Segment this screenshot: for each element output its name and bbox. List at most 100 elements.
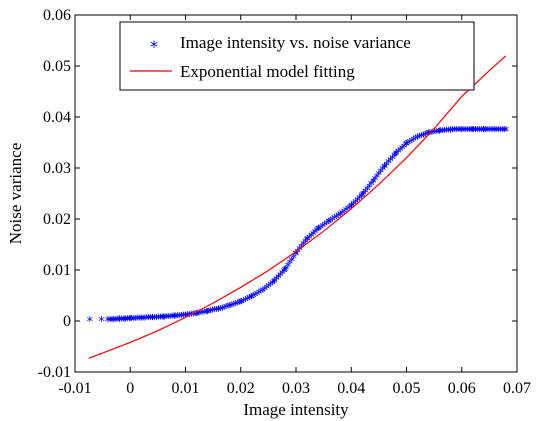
scatter-point: * <box>115 315 122 330</box>
scatter-point: * <box>248 292 255 307</box>
x-tick-label: 0.02 <box>227 380 255 397</box>
scatter-point: * <box>325 217 332 232</box>
scatter-point: * <box>314 225 321 240</box>
scatter-point: * <box>161 312 168 327</box>
scatter-point: * <box>246 293 253 308</box>
scatter-point: * <box>474 125 481 140</box>
scatter-point: * <box>434 127 441 142</box>
scatter-point: * <box>494 125 501 140</box>
scatter-point: * <box>175 311 182 326</box>
scatter-point: * <box>110 315 117 330</box>
scatter-point: * <box>242 295 249 310</box>
scatter-point: * <box>165 312 172 327</box>
scatter-point: * <box>217 304 224 319</box>
scatter-point: * <box>326 217 333 232</box>
scatter-point: * <box>136 314 143 329</box>
scatter-point: * <box>393 148 400 163</box>
scatter-point: * <box>159 313 166 328</box>
x-axis-label: Image intensity <box>243 400 349 419</box>
scatter-point: * <box>418 131 425 146</box>
scatter-point: * <box>436 126 443 141</box>
scatter-point: * <box>124 314 131 329</box>
scatter-point: * <box>204 307 211 322</box>
scatter-point: * <box>225 302 232 317</box>
x-tick-label: 0.07 <box>503 380 531 397</box>
scatter-point: * <box>403 139 410 154</box>
scatter-point: * <box>308 231 315 246</box>
scatter-point: * <box>449 125 456 140</box>
scatter-point: * <box>374 172 381 187</box>
x-tick-label: 0.05 <box>393 380 421 397</box>
scatter-point: * <box>304 234 311 249</box>
x-tick-label: 0.03 <box>282 380 310 397</box>
scatter-point: * <box>383 159 390 174</box>
scatter-point: * <box>109 315 116 330</box>
scatter-point: * <box>213 305 220 320</box>
scatter-point: * <box>401 141 408 156</box>
scatter-point: * <box>441 126 448 141</box>
x-tick-label: -0.01 <box>58 380 91 397</box>
scatter-point: * <box>359 190 366 205</box>
scatter-point: * <box>238 297 245 312</box>
scatter-point: * <box>416 132 423 147</box>
scatter-point: * <box>144 313 151 328</box>
scatter-point: * <box>231 300 238 315</box>
scatter-point: * <box>132 314 139 329</box>
scatter-point: * <box>414 132 421 147</box>
x-axis-ticks: -0.01 0 0.01 0.02 0.03 0.04 0.05 0.06 0.07 <box>58 15 531 397</box>
y-tick-label: 0.06 <box>43 7 71 24</box>
scatter-point: * <box>176 311 183 326</box>
scatter-point: * <box>395 147 402 162</box>
scatter-point: * <box>193 309 200 324</box>
scatter-point: * <box>281 266 288 281</box>
scatter-point: * <box>188 310 195 325</box>
scatter-point: * <box>318 222 325 237</box>
scatter-point: * <box>227 301 234 316</box>
scatter-point: * <box>105 315 112 330</box>
scatter-point: * <box>426 128 433 143</box>
scatter-point: * <box>503 125 510 140</box>
scatter-point: * <box>381 162 388 177</box>
scatter-point: * <box>160 312 167 327</box>
scatter-point: * <box>376 169 383 184</box>
y-tick-label: 0.02 <box>43 211 71 228</box>
y-tick-label: -0.01 <box>38 364 71 381</box>
legend-box <box>119 21 475 91</box>
scatter-point: * <box>149 313 156 328</box>
scatter-point: * <box>87 315 94 330</box>
scatter-point: * <box>451 125 458 140</box>
scatter-point: * <box>405 138 412 153</box>
scatter-point: * <box>497 125 504 140</box>
scatter-point: * <box>428 128 435 143</box>
scatter-point: * <box>200 308 207 323</box>
scatter-point: * <box>447 125 454 140</box>
scatter-point: * <box>333 212 340 227</box>
scatter-point: * <box>316 224 323 239</box>
scatter-point: * <box>282 265 289 280</box>
y-tick-label: 0.03 <box>43 160 71 177</box>
scatter-point: * <box>140 313 147 328</box>
scatter-point: * <box>501 125 508 140</box>
scatter-point: * <box>178 311 185 326</box>
scatter-point: * <box>262 284 269 299</box>
scatter-point: * <box>122 314 129 329</box>
scatter-point: * <box>408 136 415 151</box>
scatter-point: * <box>215 304 222 319</box>
scatter-point: * <box>372 174 379 189</box>
scatter-point: * <box>356 193 363 208</box>
scatter-point: * <box>258 287 265 302</box>
scatter-point: * <box>196 308 203 323</box>
scatter-point: * <box>484 125 491 140</box>
scatter-point: * <box>126 314 133 329</box>
scatter-point: * <box>116 314 123 329</box>
scatter-point: * <box>105 315 112 330</box>
legend-label-scatter: Image intensity vs. noise variance <box>180 33 411 52</box>
scatter-point: * <box>221 303 228 318</box>
scatter-point: * <box>385 157 392 172</box>
scatter-point: * <box>275 272 282 287</box>
legend-label-fit: Exponential model fitting <box>180 62 355 81</box>
scatter-point: * <box>190 309 197 324</box>
scatter-point: * <box>118 314 125 329</box>
scatter-point: * <box>335 211 342 226</box>
scatter-point: * <box>226 301 233 316</box>
